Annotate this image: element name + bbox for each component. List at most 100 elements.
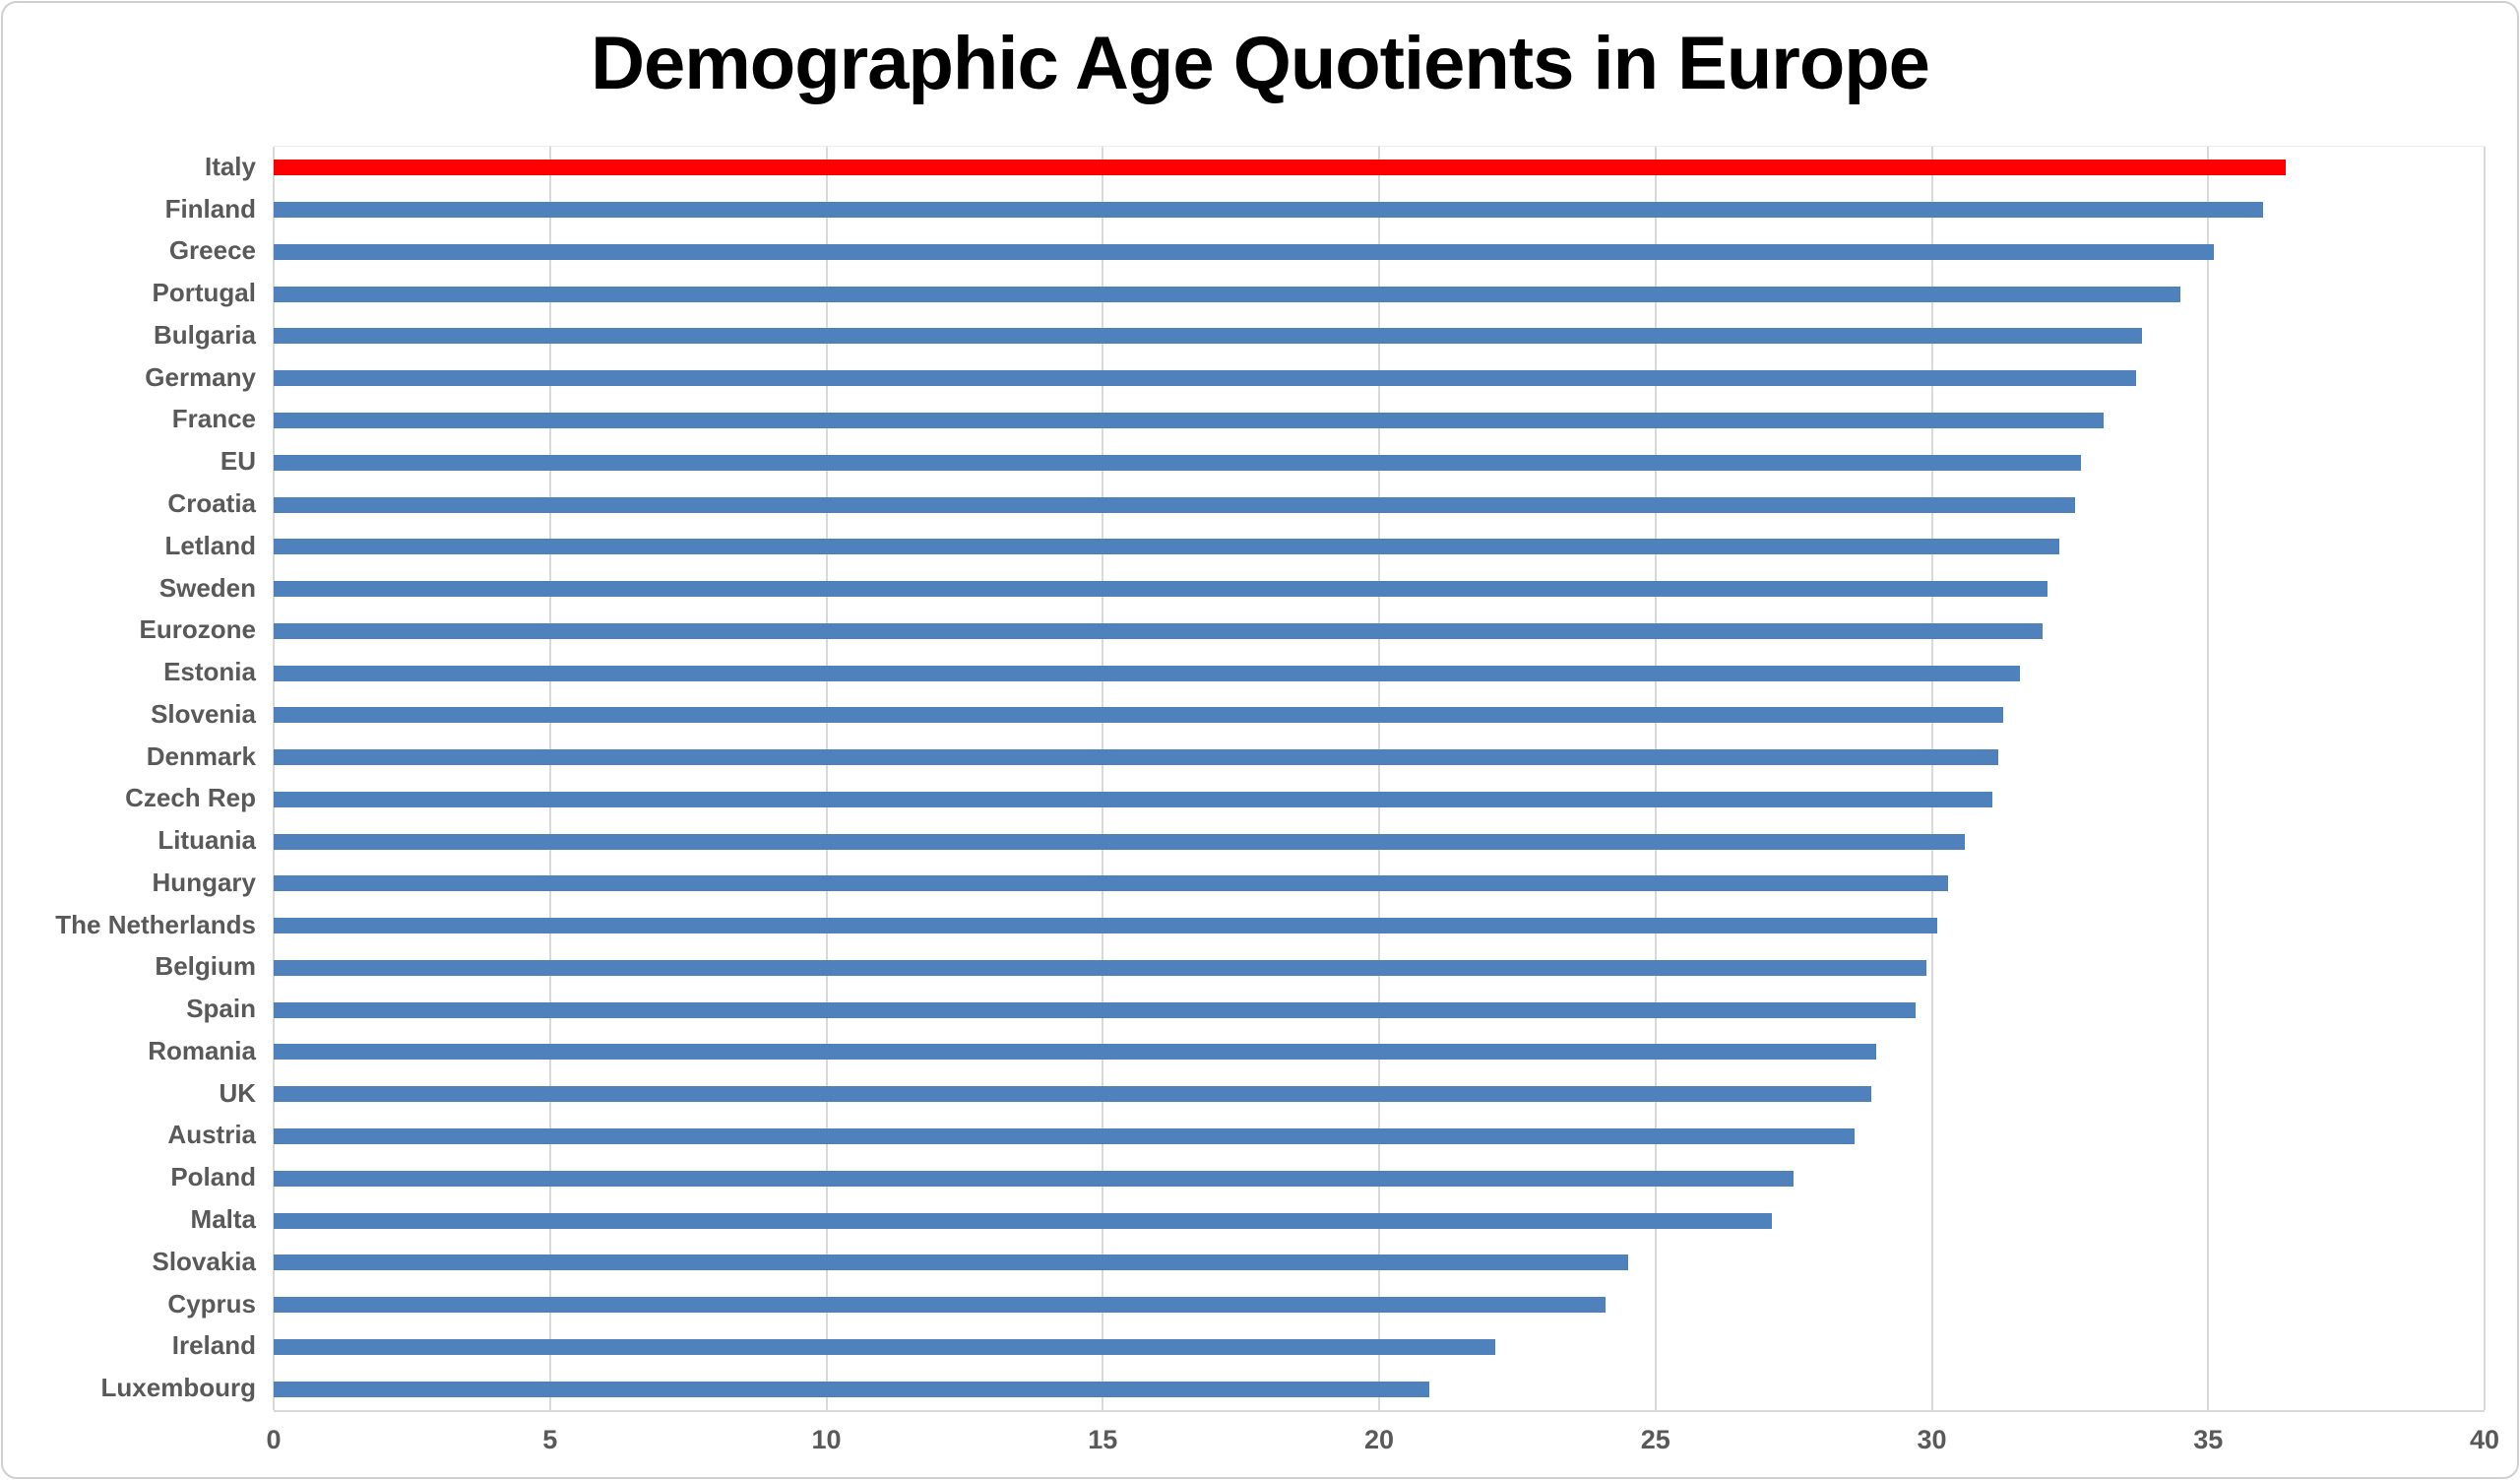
bar	[274, 791, 1993, 807]
category-label: Romania	[148, 1035, 256, 1065]
bar	[274, 707, 2004, 724]
gridline	[1102, 147, 1104, 1410]
gridline	[1654, 147, 1657, 1410]
category-label: Italy	[204, 151, 256, 181]
bar-highlighted	[274, 160, 2286, 176]
category-label: Estonia	[163, 657, 256, 687]
category-label: Letland	[164, 530, 256, 560]
category-label: Germany	[145, 361, 256, 392]
category-label: France	[171, 404, 256, 434]
category-label: Portugal	[152, 278, 256, 308]
bar	[274, 370, 2137, 387]
gridline	[548, 147, 551, 1410]
category-label: Slovakia	[152, 1246, 256, 1276]
x-tick-label: 40	[2469, 1425, 2500, 1454]
x-tick-label: 30	[1917, 1425, 1947, 1454]
bar	[274, 454, 2082, 471]
bar-row	[274, 1242, 2485, 1284]
category-label: Czech Rep	[125, 783, 256, 813]
gridline	[825, 147, 828, 1410]
bar-row	[274, 147, 2485, 189]
bar-row	[274, 568, 2485, 611]
bar	[274, 1297, 1606, 1314]
gridline	[1930, 147, 1933, 1410]
bar-row	[274, 400, 2485, 442]
bar-row	[274, 863, 2485, 905]
plot-area	[273, 146, 2486, 1412]
bar	[274, 749, 1998, 766]
bar-row	[274, 652, 2485, 694]
x-tick-label: 0	[266, 1425, 282, 1454]
category-label: Croatia	[167, 488, 256, 518]
bar-row	[274, 231, 2485, 274]
bar	[274, 412, 2104, 428]
x-tick-label: 20	[1363, 1425, 1395, 1454]
category-label: The Netherlands	[55, 909, 256, 939]
bar-row	[274, 483, 2485, 526]
bar-row	[274, 1284, 2485, 1326]
bar-row	[274, 1073, 2485, 1116]
bar	[274, 1044, 1877, 1061]
category-label: Poland	[170, 1162, 256, 1192]
gridline	[2484, 147, 2486, 1410]
bar	[274, 286, 2181, 302]
bar-row	[274, 1031, 2485, 1073]
bar	[274, 622, 2043, 639]
category-label: Austria	[167, 1120, 256, 1150]
bar-row	[274, 694, 2485, 737]
bar	[274, 833, 1966, 850]
bar-row	[274, 1157, 2485, 1199]
x-tick-label: 25	[1640, 1425, 1670, 1454]
bar-row	[274, 947, 2485, 990]
category-label: Slovenia	[151, 698, 256, 729]
category-label: Hungary	[152, 867, 256, 897]
category-label: Denmark	[146, 740, 256, 771]
category-label: Lituania	[158, 825, 256, 856]
bar-row	[274, 1368, 2485, 1410]
bars-layer	[274, 147, 2485, 1410]
bar-row	[274, 315, 2485, 357]
bar	[274, 875, 1949, 892]
category-label: Cyprus	[167, 1288, 256, 1319]
category-label: Luxembourg	[100, 1373, 256, 1403]
chart-title: Demographic Age Quotients in Europe	[591, 22, 1930, 105]
category-label: UK	[219, 1077, 256, 1108]
bar-row	[274, 778, 2485, 820]
bar-row	[274, 441, 2485, 483]
category-label: Eurozone	[139, 614, 256, 645]
bar	[274, 1212, 1772, 1229]
category-label: EU	[220, 446, 256, 477]
bar-row	[274, 357, 2485, 400]
gridline	[1378, 147, 1380, 1410]
bar	[274, 1127, 1855, 1144]
bar	[274, 581, 2048, 598]
bar-row	[274, 820, 2485, 863]
category-label: Sweden	[158, 572, 256, 603]
category-label: Ireland	[171, 1330, 256, 1361]
bar	[274, 1381, 1429, 1397]
x-tick-label: 5	[542, 1425, 558, 1454]
x-axis: 0 5 10 15 20 25 30 35 40	[266, 1425, 2499, 1464]
x-tick-label: 15	[1088, 1425, 1118, 1454]
bar	[274, 496, 2076, 513]
bar-row	[274, 1325, 2485, 1368]
bar	[274, 202, 2264, 219]
gridline	[273, 147, 275, 1410]
x-tick-label: 10	[811, 1425, 842, 1454]
category-label: Belgium	[155, 951, 256, 982]
bar-row	[274, 526, 2485, 568]
category-label: Greece	[168, 235, 256, 266]
bar	[274, 1086, 1871, 1103]
bar-row	[274, 905, 2485, 947]
bar	[274, 1338, 1495, 1355]
bar	[274, 1170, 1795, 1187]
gridline	[2207, 147, 2210, 1410]
bar	[274, 665, 2021, 681]
bar	[274, 539, 2059, 555]
category-labels: Italy Finland Greece Portugal Bulgaria German…	[3, 146, 256, 1409]
bar	[274, 243, 2214, 260]
bar	[274, 1255, 1628, 1271]
gridlines-layer	[273, 147, 2486, 1410]
x-tick-label: 35	[2193, 1425, 2224, 1454]
